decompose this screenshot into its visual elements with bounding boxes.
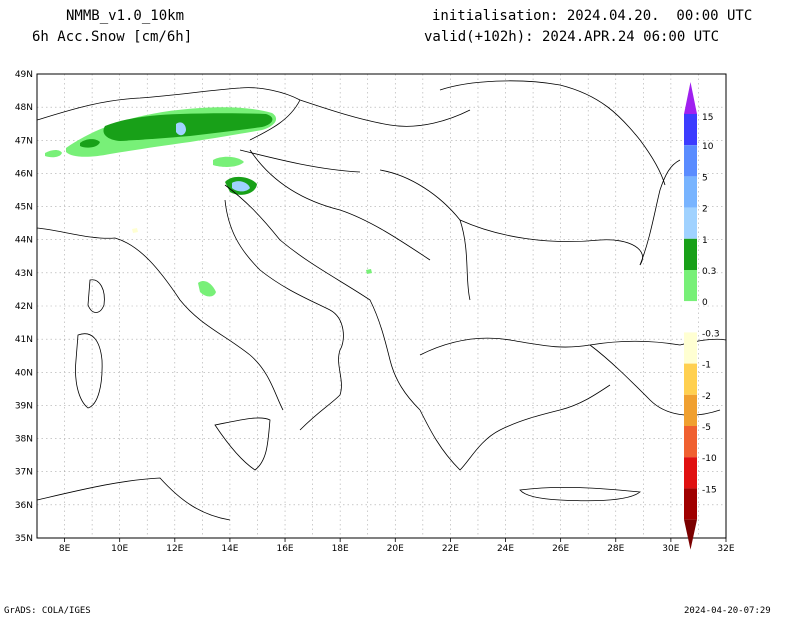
- lat-tick-label: 46N: [15, 169, 33, 179]
- colorbar-segment: [684, 488, 697, 520]
- colorbar-label: -15: [702, 485, 717, 495]
- snow-light-slovenia: [213, 156, 244, 167]
- snow-blue-alps: [176, 122, 186, 136]
- colorbar-segment: [684, 332, 697, 364]
- colorbar-label: -10: [702, 454, 717, 464]
- lon-tick-label: 8E: [59, 544, 71, 554]
- colorbar-segment: [684, 207, 697, 239]
- colorbar-top-arrow: [684, 82, 697, 114]
- footer-timestamp: 2024-04-20-07:29: [684, 606, 771, 616]
- colorbar-label: 5: [702, 173, 708, 183]
- lat-tick-label: 36N: [15, 501, 33, 511]
- lon-tick-label: 10E: [111, 544, 128, 554]
- lat-tick-label: 35N: [15, 534, 33, 544]
- variable-title: 6h Acc.Snow [cm/6h]: [32, 29, 193, 45]
- snow-light-apennines: [198, 281, 216, 297]
- lon-tick-label: 14E: [221, 544, 238, 554]
- lat-tick-label: 42N: [15, 302, 33, 312]
- snow-light-west: [45, 150, 62, 158]
- colorbar-segment: [684, 363, 697, 395]
- lon-tick-label: 30E: [662, 544, 679, 554]
- borders-coastlines: [36, 80, 727, 521]
- colorbar-segment: [684, 394, 697, 426]
- colorbar-segment: [684, 176, 697, 208]
- colorbar-segment: [684, 238, 697, 270]
- colorbar-label: -5: [702, 423, 711, 433]
- lon-tick-label: 24E: [497, 544, 514, 554]
- lon-tick-label: 26E: [552, 544, 569, 554]
- colorbar-label: 0: [702, 298, 708, 308]
- colorbar-label: 10: [702, 142, 714, 152]
- lat-tick-label: 44N: [15, 236, 33, 246]
- lon-tick-label: 32E: [717, 544, 734, 554]
- lon-tick-label: 12E: [166, 544, 183, 554]
- colorbar-segment: [684, 301, 697, 333]
- lat-tick-label: 38N: [15, 435, 33, 445]
- grid-lines: [37, 74, 726, 538]
- lat-tick-label: 49N: [15, 70, 33, 80]
- colorbar-label: 0.3: [702, 267, 716, 277]
- lon-tick-label: 20E: [387, 544, 404, 554]
- melt-spot: [132, 228, 138, 233]
- colorbar-label: -2: [702, 392, 711, 402]
- footer-software: GrADS: COLA/IGES: [4, 606, 91, 616]
- lat-tick-label: 39N: [15, 401, 33, 411]
- colorbar-segment: [684, 114, 697, 146]
- lat-tick-label: 40N: [15, 368, 33, 378]
- lat-tick-label: 43N: [15, 269, 33, 279]
- lon-tick-label: 18E: [332, 544, 349, 554]
- colorbar-segment: [684, 426, 697, 458]
- colorbar-label: 2: [702, 205, 708, 215]
- lat-tick-label: 37N: [15, 468, 33, 478]
- map-frame: [36, 73, 727, 539]
- lat-tick-label: 48N: [15, 103, 33, 113]
- longitude-labels: 8E 10E 12E 14E 16E 18E 20E 22E 24E 26E 28E 30E 32E: [59, 538, 735, 554]
- colorbar-label: 15: [702, 113, 713, 123]
- lat-tick-label: 45N: [15, 203, 33, 213]
- lon-tick-label: 22E: [442, 544, 459, 554]
- colorbar-label: -1: [702, 361, 711, 371]
- valid-time: valid(+102h): 2024.APR.24 06:00 UTC: [424, 29, 720, 45]
- lon-tick-label: 28E: [607, 544, 624, 554]
- colorbar-segment: [684, 457, 697, 489]
- lat-tick-label: 41N: [15, 335, 33, 345]
- colorbar-segment: [684, 270, 697, 302]
- lat-tick-label: 47N: [15, 136, 33, 146]
- snow-mid-alps: [103, 113, 273, 141]
- snow-field-alps: [45, 107, 372, 297]
- model-title: NMMB_v1.0_10km: [66, 8, 185, 24]
- lon-tick-label: 16E: [276, 544, 293, 554]
- colorbar-label: 1: [702, 236, 708, 246]
- snow-mid-west: [80, 139, 100, 148]
- colorbar-label: -0.3: [702, 329, 720, 339]
- colorbar-segment: [684, 145, 697, 177]
- snow-light-balkan: [366, 269, 372, 274]
- latitude-labels: 49N 48N 47N 46N 45N 44N 43N 42N 41N 40N 39N 38N 37N 3…: [15, 70, 33, 544]
- init-time: initialisation: 2024.04.20. 00:00 UTC: [432, 8, 753, 24]
- colorbar: 15 10 5 2 1 0.3 0 -0.3 -1 -2 -5 -10 -15: [684, 82, 720, 550]
- colorbar-bottom-arrow: [684, 519, 697, 550]
- snow-blue-croatia: [232, 181, 250, 192]
